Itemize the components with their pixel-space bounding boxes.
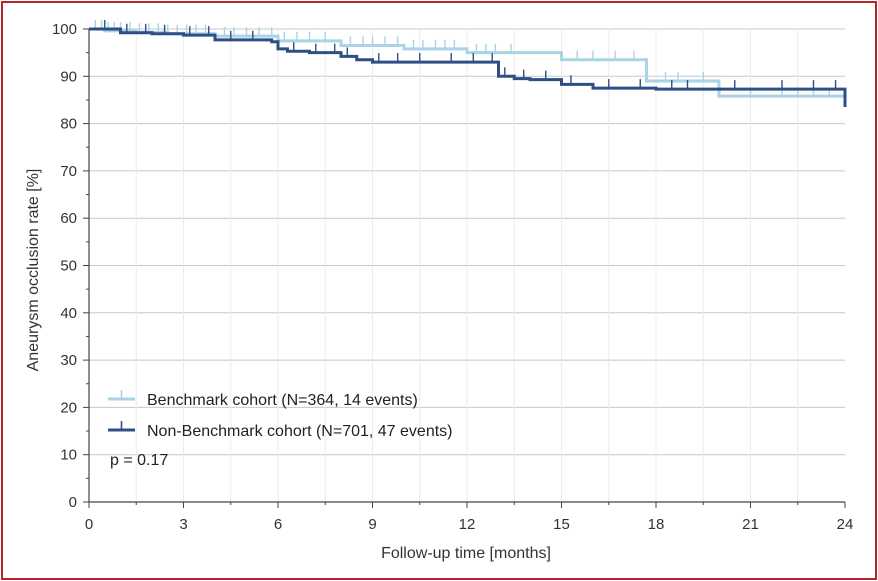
survival-line-non-benchmark bbox=[89, 27, 847, 108]
grid bbox=[89, 28, 845, 502]
y-tick-label: 60 bbox=[60, 210, 77, 227]
x-tick-label: 9 bbox=[368, 516, 376, 533]
y-tick-label: 90 bbox=[60, 68, 77, 85]
x-tick-label: 3 bbox=[179, 516, 187, 533]
y-tick-label: 100 bbox=[52, 21, 77, 38]
x-tick-label: 21 bbox=[742, 516, 759, 533]
x-axis-title: Follow-up time [months] bbox=[381, 545, 551, 562]
y-tick-label: 20 bbox=[60, 399, 77, 416]
y-tick-label: 40 bbox=[60, 305, 77, 322]
legend-label-benchmark: Benchmark cohort (N=364, 14 events) bbox=[147, 392, 418, 409]
x-tick-label: 24 bbox=[837, 516, 854, 533]
y-tick-label: 50 bbox=[60, 258, 77, 275]
y-axis-title: Aneurysm occlusion rate [%] bbox=[25, 169, 42, 372]
x-tick-label: 15 bbox=[553, 516, 570, 533]
p-value-annotation: p = 0.17 bbox=[110, 452, 168, 469]
legend: Benchmark cohort (N=364, 14 events) Non-… bbox=[108, 390, 452, 469]
y-tick-label: 10 bbox=[60, 447, 77, 464]
legend-label-non-benchmark: Non-Benchmark cohort (N=701, 47 events) bbox=[147, 423, 452, 440]
x-tick-label: 0 bbox=[85, 516, 93, 533]
y-tick-label: 70 bbox=[60, 163, 77, 180]
y-tick-label: 30 bbox=[60, 352, 77, 369]
series-layer bbox=[89, 20, 847, 108]
x-tick-label: 6 bbox=[274, 516, 282, 533]
x-tick-label: 18 bbox=[648, 516, 665, 533]
x-tick-label: 12 bbox=[459, 516, 476, 533]
y-tick-label: 0 bbox=[69, 494, 77, 511]
axes: 0 10 20 30 40 50 60 70 80 90 100 0 3 6 9 12 15 18 21 24 bbox=[52, 21, 853, 533]
y-tick-label: 80 bbox=[60, 116, 77, 133]
